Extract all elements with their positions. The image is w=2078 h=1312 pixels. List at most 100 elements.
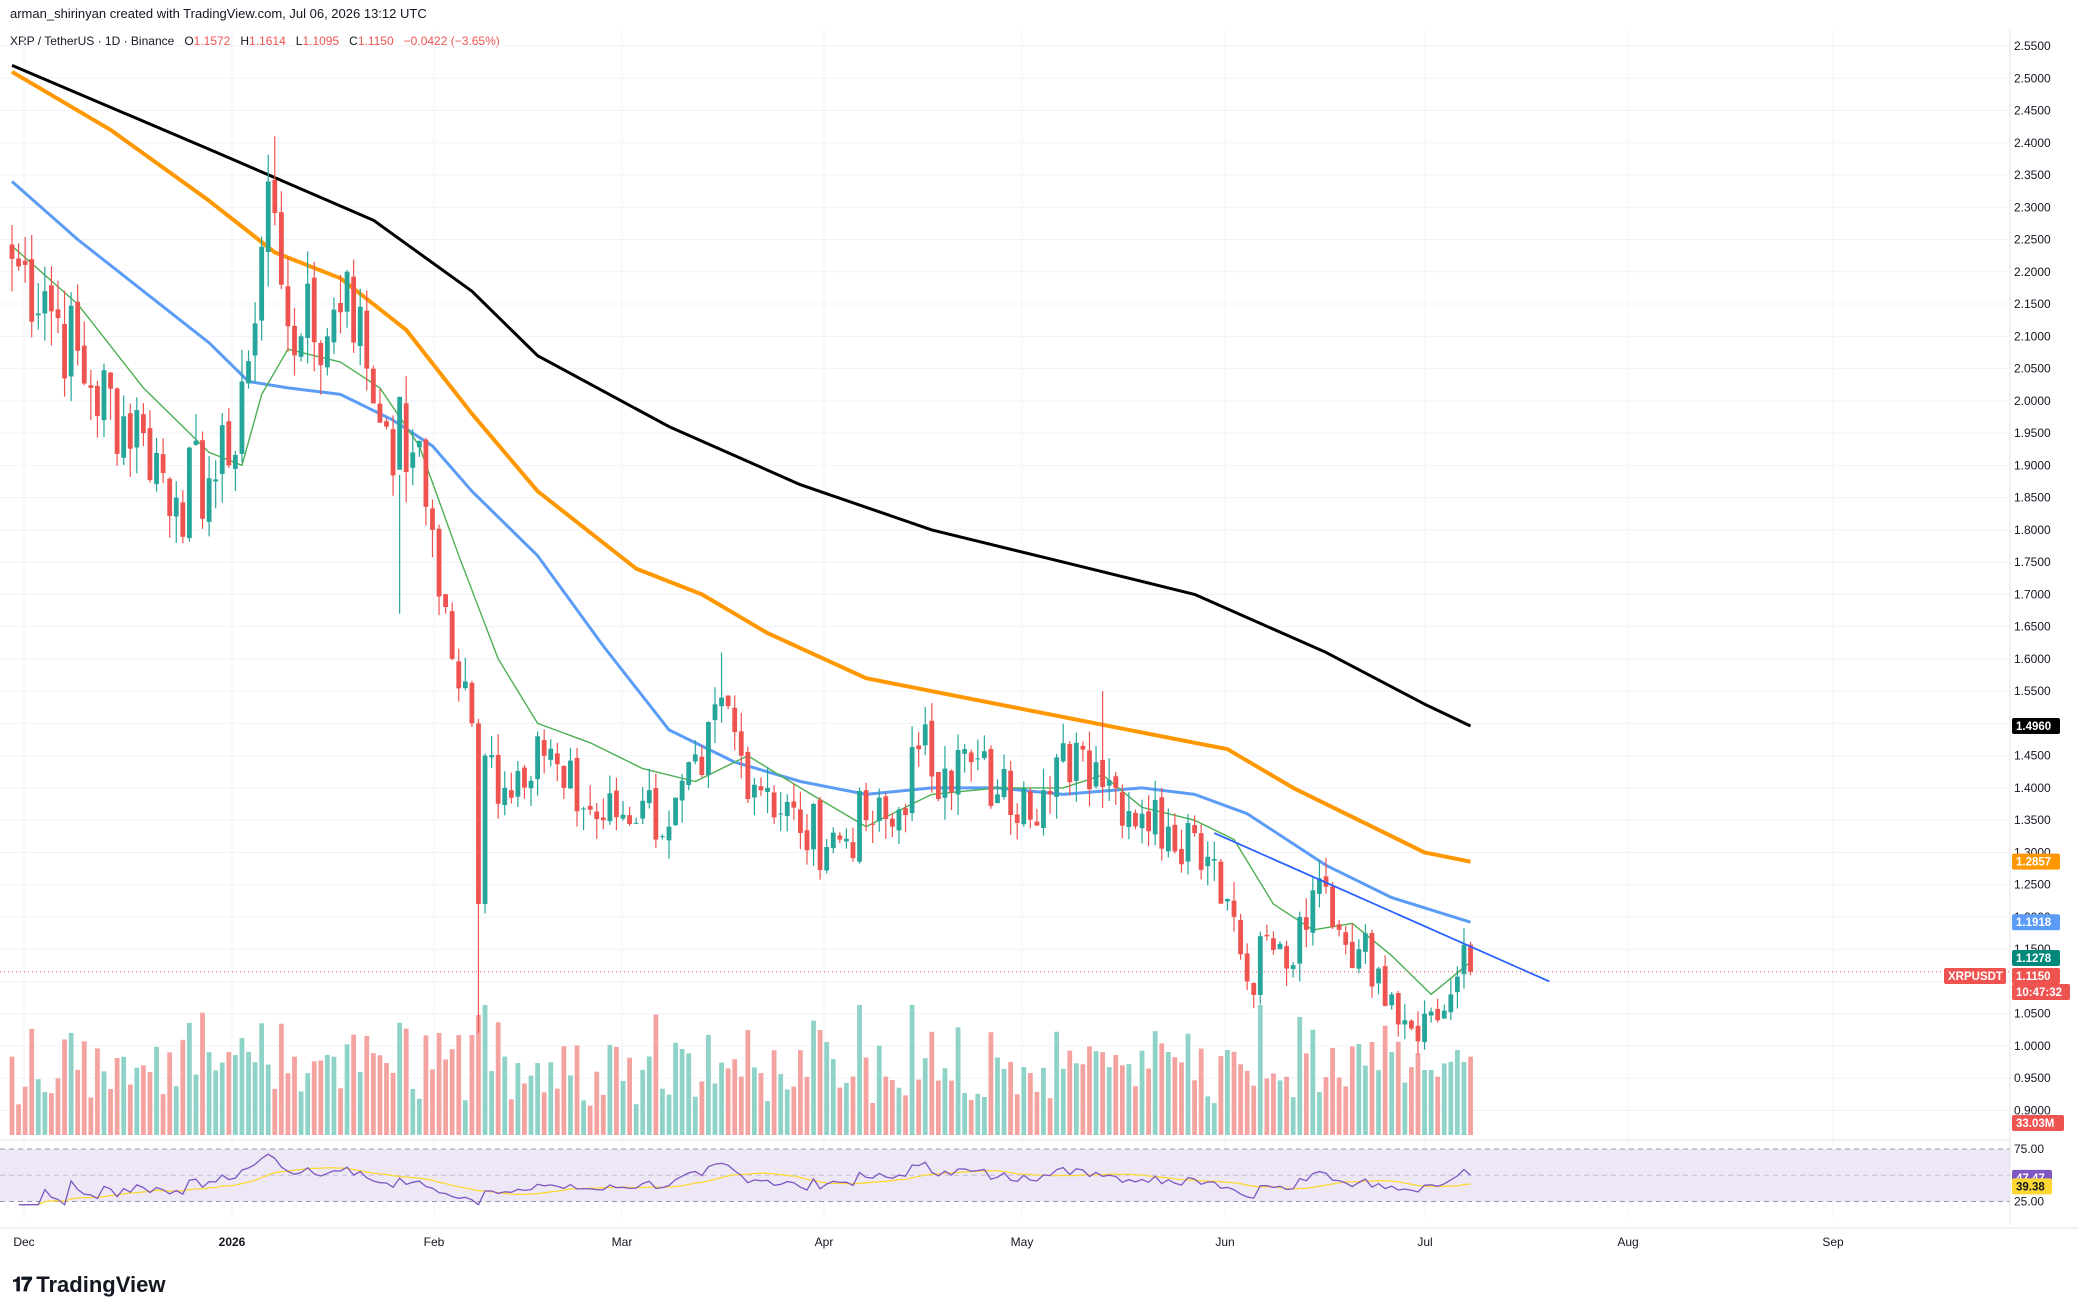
candle-body: [666, 826, 672, 841]
candle-body: [758, 786, 764, 791]
y-tick-label: 1.7500: [2014, 555, 2051, 569]
y-tick-label: 2.1000: [2014, 329, 2051, 343]
candle-body: [1001, 769, 1007, 798]
candle-body: [147, 428, 153, 481]
candle-body: [548, 748, 554, 760]
volume-bar: [522, 1083, 527, 1135]
volume-bar: [180, 1039, 186, 1135]
candlesticks: [9, 136, 1473, 1055]
volume-bar: [252, 1062, 258, 1135]
volume-bar: [1034, 1091, 1040, 1135]
price-badge-bg: [2012, 950, 2060, 966]
volume-bar: [1172, 1057, 1178, 1135]
volume-bar: [883, 1076, 889, 1135]
candle-body: [541, 740, 547, 756]
volume-bar: [1330, 1047, 1335, 1135]
volume-bar: [896, 1087, 902, 1135]
volume-bar: [1382, 1025, 1388, 1135]
volume-badge-bg: [2012, 1115, 2064, 1131]
low-value: 1.1095: [302, 34, 340, 48]
rsi-ma-line: [18, 1167, 1471, 1206]
candle-body: [239, 381, 245, 454]
volume-bar: [239, 1038, 245, 1135]
candle-body: [16, 258, 21, 267]
candle-body: [508, 790, 514, 798]
candle-body: [1231, 900, 1237, 917]
volume-bar: [357, 1072, 363, 1135]
volume-bar: [863, 1057, 869, 1135]
volume-bar: [528, 1075, 534, 1135]
volume-bar: [673, 1042, 678, 1135]
volume-bar: [1060, 1068, 1066, 1135]
volume-bar: [292, 1056, 297, 1135]
volume-bar: [101, 1071, 107, 1135]
candle-body: [219, 425, 225, 474]
volume-bar: [1126, 1064, 1132, 1135]
candle-body: [1257, 936, 1263, 995]
volume-bar: [476, 1015, 481, 1135]
x-tick-label: Jul: [1417, 1235, 1432, 1249]
y-tick-label: 2.0000: [2014, 394, 2051, 408]
symbol-name[interactable]: XRP / TetherUS · 1D · Binance: [10, 34, 175, 48]
volume-bar: [1349, 1046, 1355, 1135]
volume-bar: [351, 1034, 357, 1135]
volume-bar: [981, 1096, 987, 1135]
volume-bar: [614, 1047, 619, 1135]
candle-body: [377, 403, 383, 423]
volume-bar: [712, 1083, 718, 1135]
candle-body: [1218, 861, 1224, 904]
candle-body: [127, 413, 133, 449]
candle-body: [633, 822, 639, 824]
candle-body: [535, 736, 540, 780]
volume-bar: [246, 1051, 251, 1135]
close-value: 1.1150: [357, 34, 394, 48]
candle-body: [1034, 821, 1040, 826]
candle-body: [482, 755, 488, 905]
candle-body: [456, 661, 462, 689]
volume-bar: [1395, 1041, 1401, 1135]
volume-bar: [988, 1032, 994, 1135]
y-tick-label: 1.3500: [2014, 813, 2051, 827]
volume-bar: [1087, 1046, 1092, 1135]
candle-body: [49, 285, 54, 312]
volume-bar: [502, 1056, 508, 1135]
candle-body: [1244, 953, 1250, 982]
volume-bar: [968, 1099, 974, 1135]
candle-body: [1073, 742, 1079, 781]
candle-body: [981, 751, 987, 759]
y-tick-label: 1.2500: [2014, 878, 2051, 892]
y-tick-label: 2.4000: [2014, 136, 2051, 150]
tradingview-brand[interactable]: 𝟏𝟕 TradingView: [12, 1272, 165, 1298]
y-tick-label: 1.6000: [2014, 652, 2051, 666]
volume-bar: [1264, 1078, 1270, 1135]
candle-body: [607, 793, 613, 822]
volume-bar: [1014, 1094, 1020, 1135]
volume-bar: [134, 1067, 140, 1135]
volume-bar: [95, 1048, 100, 1135]
volume-bar: [587, 1105, 593, 1135]
volume-bar: [42, 1092, 48, 1135]
volume-bar: [837, 1087, 843, 1135]
volume-bar: [758, 1073, 764, 1135]
volume-bar: [1369, 1041, 1375, 1135]
volume-bar: [640, 1069, 646, 1135]
volume-bar: [1251, 1085, 1257, 1135]
y-tick-label: 1.4500: [2014, 749, 2051, 763]
volume-bar: [1080, 1064, 1086, 1135]
y-tick-label: 1.0000: [2014, 1039, 2051, 1053]
volume-bar: [436, 1032, 442, 1135]
candle-body: [1106, 780, 1112, 786]
volume-bar: [752, 1067, 757, 1135]
candle-body: [712, 704, 718, 721]
volume-bar: [55, 1078, 61, 1135]
volume-bar: [554, 1088, 560, 1135]
volume-bar: [955, 1027, 961, 1135]
candle-body: [889, 818, 895, 827]
x-tick-label: May: [1011, 1235, 1034, 1249]
x-tick-label: Feb: [424, 1235, 445, 1249]
candle-body: [1205, 856, 1211, 867]
volume-bar: [1047, 1098, 1053, 1135]
volume-bar: [830, 1059, 836, 1135]
volume-bar: [443, 1059, 449, 1135]
